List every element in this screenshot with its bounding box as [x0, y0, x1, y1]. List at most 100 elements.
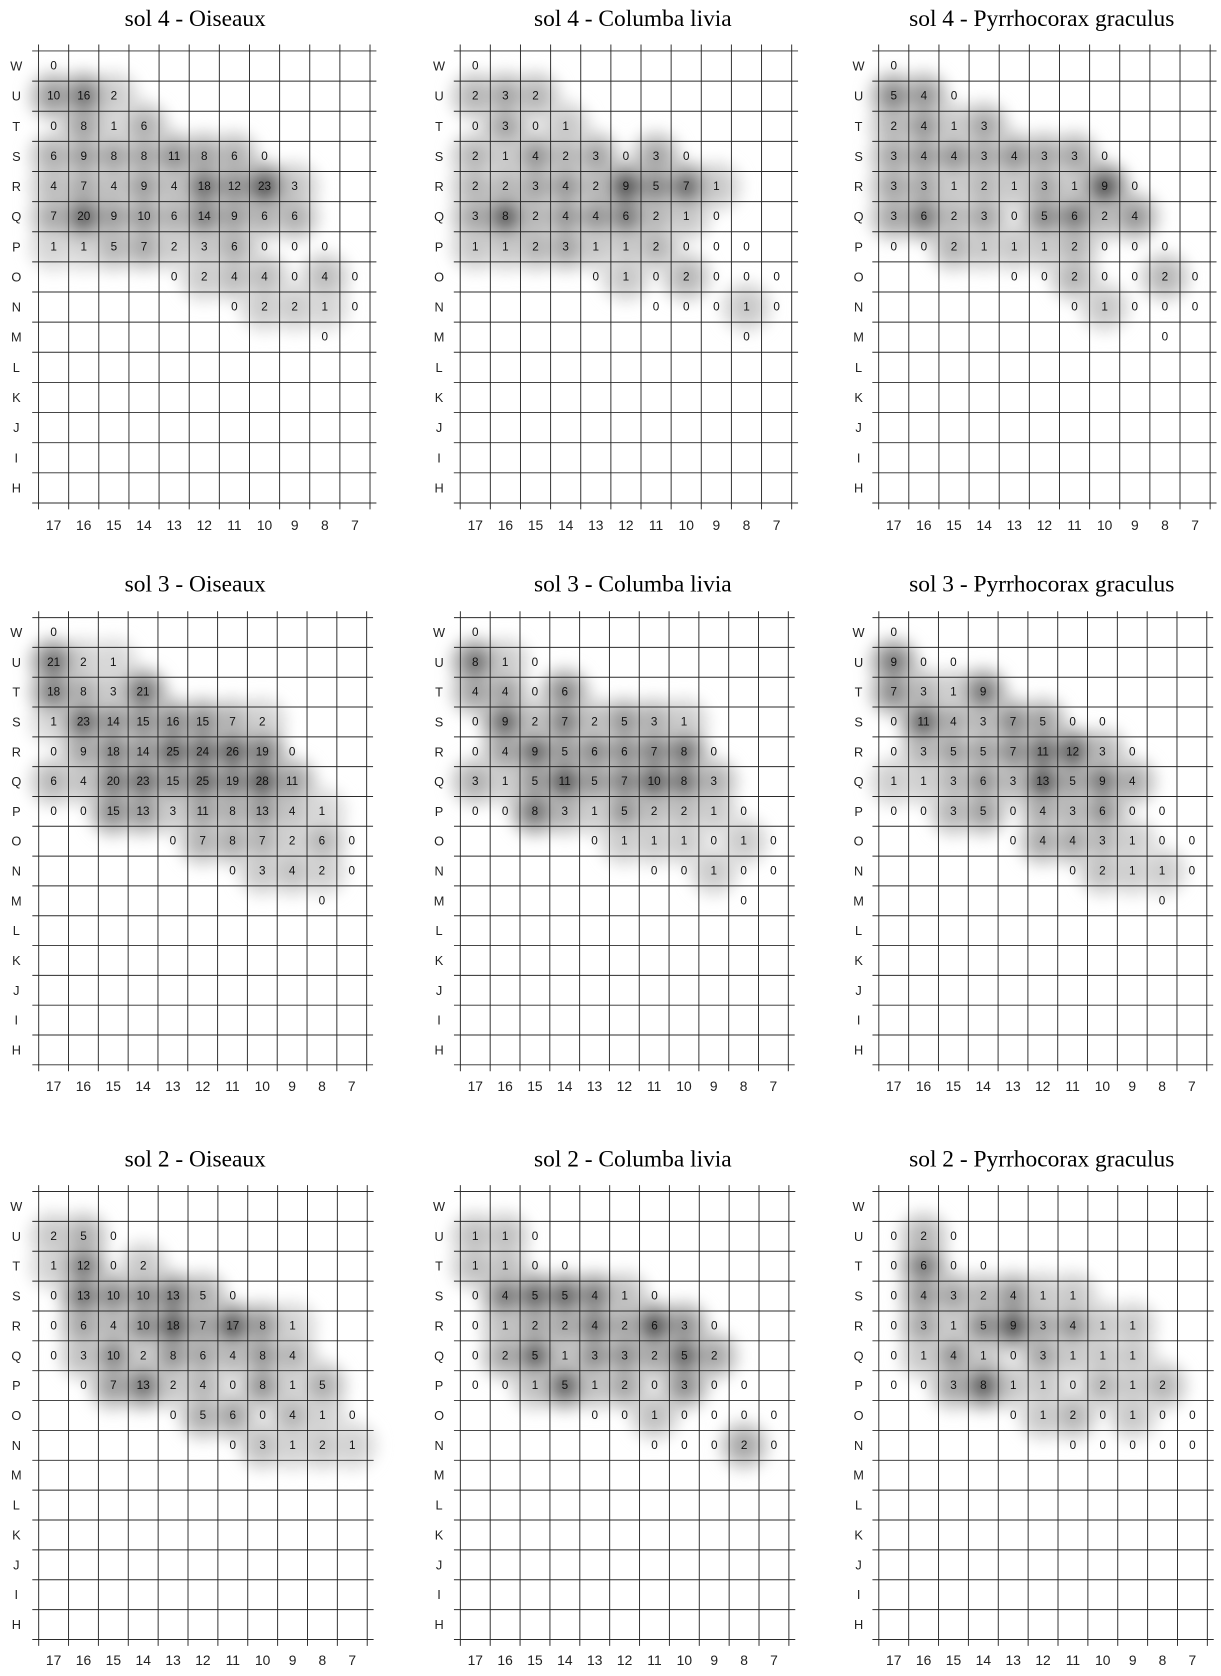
- density-blob: [670, 827, 698, 855]
- cell-value: 23: [77, 715, 90, 728]
- density-blob: [1029, 708, 1057, 736]
- density-blob: [910, 202, 938, 231]
- cell-value: 8: [111, 150, 118, 163]
- density-blob: [729, 827, 758, 855]
- cell-value: 6: [621, 745, 628, 758]
- density-blob: [69, 708, 98, 736]
- row-label: T: [855, 1259, 863, 1274]
- cell-value: 1: [950, 1319, 957, 1332]
- row-label: S: [854, 1289, 863, 1304]
- column-label: 17: [46, 517, 61, 533]
- density-blob: [610, 767, 639, 796]
- cell-value: 7: [110, 1379, 117, 1392]
- cell-value: 3: [1099, 745, 1106, 758]
- density-blob: [99, 648, 127, 677]
- density-blob: [130, 172, 158, 201]
- density-blob: [308, 1401, 337, 1430]
- cell-value: 23: [258, 180, 271, 193]
- cell-value: 5: [532, 1349, 539, 1362]
- column-label: 17: [886, 1652, 901, 1668]
- cell-value: 3: [1069, 805, 1076, 818]
- density-blob: [248, 738, 277, 766]
- cell-value: 4: [110, 1319, 117, 1332]
- cell-value: 15: [166, 775, 180, 788]
- density-blob: [910, 112, 938, 141]
- density-blob: [308, 857, 336, 885]
- cell-value: 3: [593, 150, 600, 163]
- density-blob: [219, 1312, 247, 1340]
- cell-value: 0: [651, 1290, 658, 1303]
- cell-value: 24: [196, 745, 210, 758]
- cell-value: 8: [80, 686, 87, 699]
- cell-value: 1: [502, 1260, 509, 1273]
- density-blob: [612, 202, 640, 231]
- column-label: 14: [557, 1078, 573, 1094]
- density-blob: [219, 1342, 247, 1370]
- density-blob: [969, 678, 997, 706]
- cell-value: 2: [319, 1439, 326, 1452]
- cell-value: 2: [261, 301, 268, 314]
- density-blob: [39, 1222, 68, 1251]
- cell-value: 0: [1010, 1409, 1017, 1422]
- density-blob: [612, 172, 640, 201]
- density-blob: [969, 708, 997, 736]
- cell-value: 0: [770, 865, 777, 878]
- density-blob: [39, 142, 68, 171]
- cell-value: 2: [50, 1230, 57, 1243]
- cell-value: 1: [289, 1319, 296, 1332]
- cell-value: 4: [230, 1349, 237, 1362]
- cell-value: 1: [322, 301, 329, 314]
- density-blob: [1029, 738, 1057, 766]
- cell-value: 25: [196, 775, 210, 788]
- row-label: R: [12, 179, 21, 194]
- cell-value: 12: [1066, 745, 1079, 758]
- cell-value: 1: [681, 835, 688, 848]
- cell-value: 7: [141, 240, 148, 253]
- density-blob: [278, 1342, 307, 1370]
- density-blob: [310, 263, 339, 291]
- row-label: H: [12, 480, 21, 495]
- cell-value: 0: [1159, 835, 1166, 848]
- column-label: 8: [319, 1652, 327, 1668]
- cell-value: 4: [1040, 835, 1047, 848]
- column-label: 7: [1191, 517, 1199, 533]
- cell-value: 14: [107, 715, 121, 728]
- cell-value: 1: [681, 715, 688, 728]
- cell-value: 0: [1129, 1439, 1136, 1452]
- cell-value: 0: [1011, 270, 1018, 283]
- density-blob: [188, 797, 217, 826]
- column-label: 9: [291, 517, 299, 533]
- cell-value: 0: [1099, 715, 1106, 728]
- cell-value: 6: [291, 210, 298, 223]
- column-label: 16: [497, 1078, 513, 1094]
- density-blob: [999, 708, 1027, 736]
- density-blob: [879, 112, 908, 141]
- column-label: 9: [289, 1652, 297, 1668]
- density-blob: [220, 263, 249, 291]
- row-label: R: [854, 179, 863, 194]
- density-blob: [581, 142, 610, 171]
- density-blob: [1089, 1312, 1117, 1340]
- cell-value: 2: [562, 1319, 569, 1332]
- row-label: I: [857, 1587, 861, 1602]
- density-blob: [610, 1342, 639, 1370]
- column-label: 7: [348, 1652, 356, 1668]
- density-blob: [521, 82, 550, 111]
- cell-value: 1: [591, 805, 598, 818]
- density-blob: [1059, 1312, 1087, 1340]
- density-blob: [39, 172, 68, 201]
- cell-value: 0: [230, 1439, 237, 1452]
- cell-value: 5: [561, 745, 568, 758]
- row-label: T: [12, 685, 20, 700]
- density-blob: [670, 1371, 699, 1400]
- density-blob: [491, 82, 520, 111]
- density-blob: [250, 293, 279, 321]
- cell-value: 1: [319, 1409, 326, 1422]
- density-blob: [69, 202, 98, 231]
- cell-value: 20: [107, 775, 121, 788]
- row-label: Q: [11, 774, 21, 789]
- cell-value: 2: [653, 210, 660, 223]
- cell-value: 8: [532, 805, 539, 818]
- column-label: 11: [647, 1078, 662, 1094]
- cell-value: 2: [111, 90, 118, 103]
